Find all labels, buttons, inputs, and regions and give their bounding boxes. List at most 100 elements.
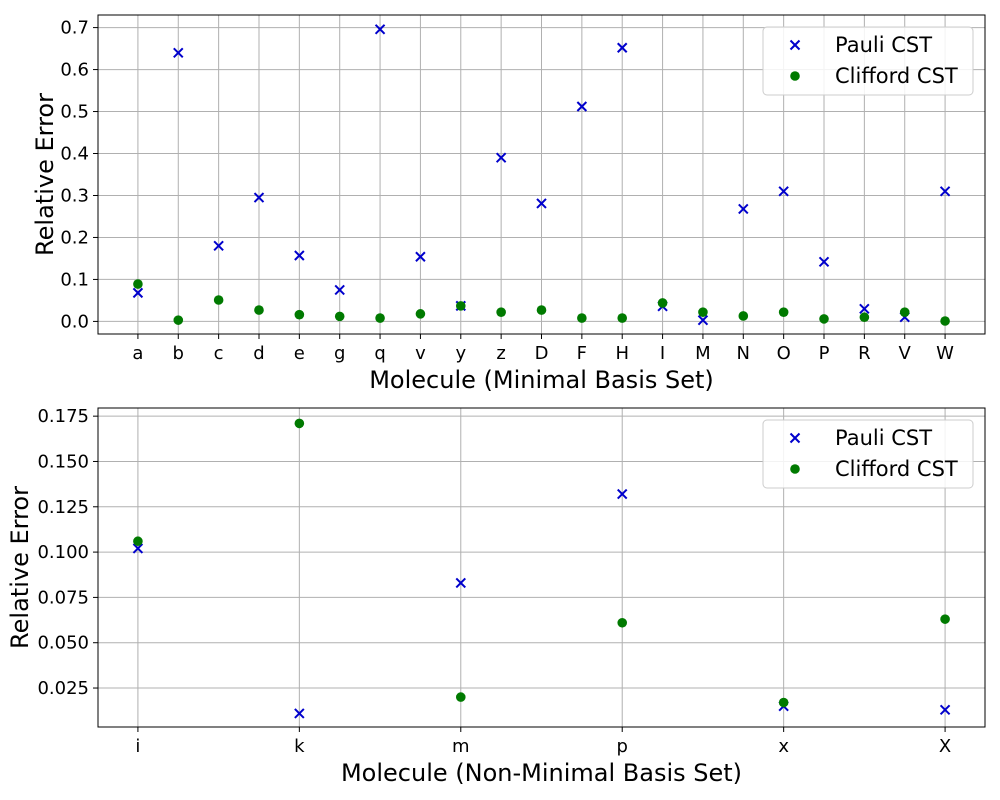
grid-minimal-basis [98,15,985,334]
clifford-point-18 [859,312,870,323]
pauli-point-6 [374,24,386,35]
x-tick-label: M [695,343,711,364]
clifford-point-12 [617,313,628,323]
y-tick-label: 0.050 [37,633,89,654]
pauli-point-14 [697,314,709,326]
x-tick-label: k [294,736,305,757]
clifford-point-3 [254,305,264,315]
x-tick-label: R [858,343,871,364]
clifford-point-2 [213,295,224,305]
legend-clifford-label: Clifford CST [835,64,958,88]
x-tick-label: F [577,343,587,364]
y-tick-label: 0.075 [37,587,89,608]
x-axis-label-non-minimal-basis: Molecule (Non-Minimal Basis Set) [341,759,742,787]
clifford-point-9 [496,307,506,317]
legend-pauli-label: Pauli CST [835,33,932,57]
y-tick-label: 0.3 [60,185,89,206]
x-tick-label: p [616,736,627,757]
clifford-point-13 [657,298,668,308]
clifford-point-15 [738,311,749,321]
legend-clifford-label: Clifford CST [835,457,958,481]
x-tick-label: b [173,343,184,364]
x-tick-label: V [899,343,912,364]
chart-non-minimal-basis: 0.025 0.050 0.075 0.100 0.125 0.150 0.175 i k m p… [6,406,986,787]
clifford-point-19 [899,307,910,317]
pauli-point-4 [294,250,305,261]
x-tick-label: v [415,343,426,364]
pauli-point-1 [173,47,184,58]
pauli-point-7 [415,251,426,262]
y-tick-label: 0.6 [60,60,89,81]
legend-pauli-marker [789,432,801,444]
clifford-point-1 [294,418,305,429]
y-ticks-minimal-basis: 0.0 0.1 0.2 0.3 0.4 0.5 0.6 0.7 [60,18,98,332]
pauli-point-10 [536,198,547,209]
clifford-point-4 [294,309,305,320]
x-tick-label: q [374,343,385,364]
x-tick-label: I [660,343,665,364]
x-tick-label: y [455,343,466,364]
x-tick-label: e [294,343,305,364]
x-tick-label: a [132,343,143,364]
y-axis-label-non-minimal-basis: Relative Error [6,486,34,649]
y-tick-label: 0.5 [60,102,89,123]
clifford-point-1 [173,315,184,325]
pauli-point-3 [617,488,628,500]
pauli-point-11 [576,101,588,112]
x-tick-label: i [135,736,140,757]
plot-frame-non-minimal-basis [97,407,986,728]
y-tick-label: 0.0 [60,311,89,332]
clifford-point-2 [455,692,466,702]
x-tick-label: H [615,343,629,364]
clifford-point-3 [617,617,628,628]
y-tick-label: 0.025 [37,678,89,699]
pauli-point-5 [334,284,345,296]
x-tick-label: g [334,343,345,364]
clifford-point-11 [577,313,587,323]
pauli-point-0 [132,543,144,554]
pauli-point-20 [939,186,951,197]
clifford-point-7 [415,309,426,319]
clifford-point-0 [133,279,143,289]
pauli-point-2 [455,577,466,589]
legend-pauli-marker [789,39,801,51]
pauli-point-18 [859,303,870,315]
legend-minimal-basis: Pauli CST Clifford CST [762,26,974,96]
clifford-point-5 [334,311,345,322]
clifford-point-8 [455,301,466,311]
clifford-point-6 [375,313,385,323]
pauli-point-15 [738,203,749,215]
y-tick-label: 0.125 [37,497,89,518]
pauli-series-non-minimal-basis [132,488,951,719]
x-tick-label: X [939,736,951,757]
clifford-point-0 [133,536,143,547]
x-tick-label: d [253,343,264,364]
clifford-point-20 [940,316,950,326]
y-ticks-non-minimal-basis: 0.025 0.050 0.075 0.100 0.125 0.150 0.175 [37,406,98,699]
clifford-point-14 [698,307,708,317]
legend-clifford-marker [790,71,800,81]
legend-box [762,419,974,489]
clifford-point-16 [778,307,789,317]
pauli-point-2 [213,240,224,252]
pauli-point-16 [778,186,789,197]
pauli-point-9 [495,152,507,163]
clifford-series-non-minimal-basis [133,418,950,708]
y-tick-label: 0.2 [60,227,89,248]
pauli-point-1 [294,708,305,719]
y-tick-label: 0.7 [60,18,89,39]
pauli-point-0 [132,287,144,299]
x-tick-label: D [535,343,549,364]
x-tick-label: O [777,343,791,364]
clifford-point-5 [940,614,950,624]
y-tick-label: 0.175 [37,406,89,427]
pauli-point-12 [617,42,628,53]
legend-box [762,26,974,96]
x-tick-label: W [936,343,954,364]
x-tick-label: z [496,343,505,364]
y-axis-label-minimal-basis: Relative Error [31,93,59,256]
legend-pauli-label: Pauli CST [835,426,932,450]
